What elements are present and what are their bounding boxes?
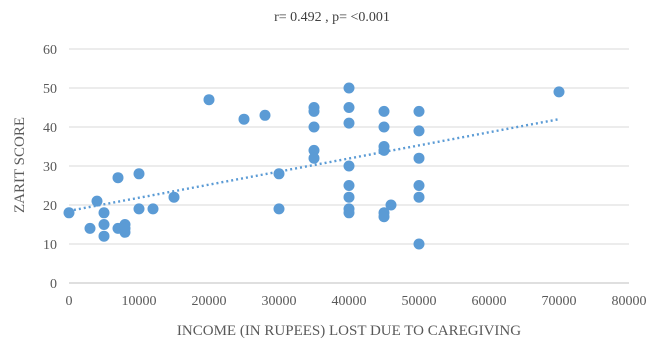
x-tick-label: 20000	[192, 294, 227, 309]
y-axis-ticks: 0 10 20 30 40 50 60	[43, 43, 57, 292]
y-tick-label: 10	[43, 238, 57, 253]
data-point	[378, 121, 390, 133]
data-point	[98, 219, 110, 230]
data-point	[343, 102, 355, 113]
data-point	[63, 207, 75, 219]
data-point	[308, 105, 320, 117]
x-tick-label: 50000	[402, 294, 437, 309]
y-tick-label: 30	[43, 160, 57, 175]
data-point	[308, 152, 320, 164]
data-point	[553, 86, 565, 98]
data-point	[343, 207, 355, 219]
x-tick-label: 0	[66, 294, 73, 309]
x-tick-label: 10000	[122, 294, 157, 309]
data-point	[273, 203, 285, 215]
data-point	[91, 195, 103, 207]
data-point	[343, 160, 355, 172]
x-tick-label: 40000	[332, 294, 367, 309]
data-point	[343, 180, 355, 191]
data-point	[343, 117, 355, 129]
data-point	[84, 222, 96, 234]
data-point	[378, 144, 390, 156]
data-point	[259, 109, 271, 121]
trendline	[68, 118, 560, 213]
data-point	[273, 168, 285, 180]
data-point	[203, 94, 215, 106]
y-axis-title: ZARIT SCORE	[12, 117, 28, 213]
x-tick-label: 70000	[542, 294, 577, 309]
correlation-annotation: r= 0.492 , p= <0.001	[274, 10, 390, 25]
data-point	[343, 82, 355, 94]
x-axis-ticks: 0 10000 20000 30000 40000 50000 60000 70000 8000…	[66, 294, 647, 309]
data-point	[308, 121, 320, 133]
data-point	[378, 105, 390, 117]
data-point	[308, 144, 320, 156]
data-point	[119, 226, 131, 238]
y-tick-label: 40	[43, 121, 57, 136]
x-tick-label: 80000	[612, 294, 647, 309]
data-point	[98, 207, 110, 219]
x-tick-label: 30000	[262, 294, 297, 309]
data-point	[168, 191, 180, 203]
data-point	[133, 203, 145, 215]
y-tick-label: 20	[43, 199, 57, 214]
data-point	[147, 203, 159, 215]
data-points	[63, 82, 565, 250]
data-point	[413, 238, 425, 250]
data-point	[238, 113, 250, 125]
x-axis-title: INCOME (IN RUPEES) LOST DUE TO CAREGIVIN…	[177, 323, 521, 339]
data-point	[385, 199, 397, 211]
data-point	[413, 180, 425, 191]
data-point	[98, 230, 110, 242]
data-point	[413, 125, 425, 137]
data-point	[413, 191, 425, 203]
x-tick-label: 60000	[472, 294, 507, 309]
data-point	[343, 191, 355, 203]
data-point	[413, 105, 425, 117]
data-point	[378, 211, 390, 223]
y-tick-label: 60	[43, 43, 57, 58]
data-point	[133, 168, 145, 180]
y-tick-label: 50	[43, 82, 57, 97]
data-point	[112, 172, 124, 184]
y-tick-label: 0	[50, 277, 57, 292]
data-point	[413, 152, 425, 164]
